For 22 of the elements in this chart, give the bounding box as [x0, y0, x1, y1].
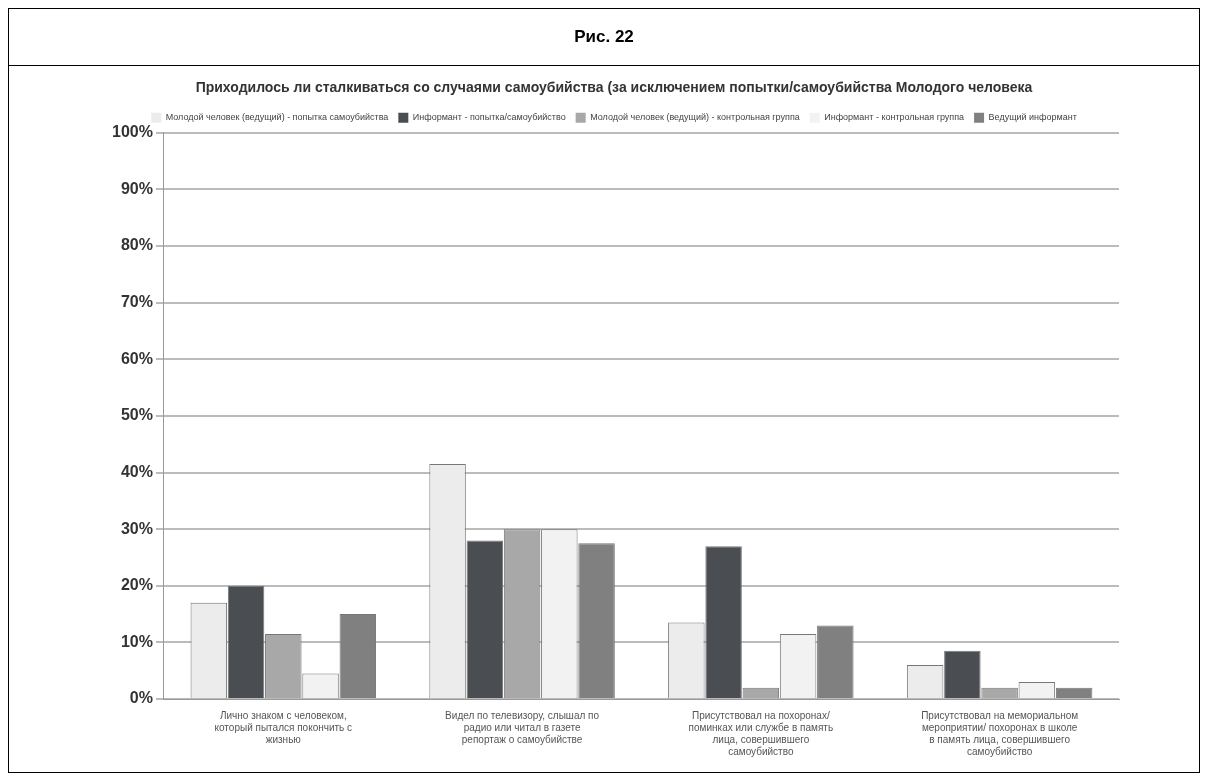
- legend-label: Информант - попытка/самоубийство: [412, 112, 566, 123]
- y-tick-label: 100%: [112, 123, 153, 141]
- legend-label: Ведущий информант: [988, 112, 1077, 123]
- y-tick-label: 20%: [120, 576, 153, 594]
- x-tick-label: Видел по телевизору, слышал по радио или читал в газете репортаж о самоубийстве: [445, 709, 600, 745]
- y-tick-label: 50%: [120, 406, 153, 424]
- y-tick-label: 10%: [120, 632, 153, 650]
- x-tick-label: Лично знаком с человеком, который пытался покончить с жизнью: [214, 709, 353, 745]
- y-tick-label: 90%: [120, 179, 153, 197]
- text: Рис. 22: [574, 27, 634, 47]
- y-tick-label: 0%: [129, 689, 153, 707]
- legend-label: Молодой человек (ведущий) - контрольная группа: [590, 112, 800, 123]
- chart-title: Приходилось ли сталкиваться со случаями самоубийства (за исключением попытки/самоубийства Молодого человека: [195, 79, 1033, 96]
- legend-label: Молодой человек (ведущий) - попытка самоубийства: [165, 112, 389, 123]
- legend-label: Информант - контрольная группа: [824, 112, 965, 123]
- y-tick-label: 30%: [120, 519, 153, 537]
- y-tick-label: 80%: [120, 236, 153, 254]
- x-tick-label: Присутствовал на мемориальном мероприятии/ похоронах в школе в память лица, совершившего самоубийство: [921, 709, 1079, 757]
- y-tick-label: 70%: [120, 293, 153, 311]
- y-tick-label: 60%: [120, 349, 153, 367]
- x-tick-label: Присутствовал на похоронах/ поминках или службе в память лица, совершившего самоубийство: [688, 709, 834, 757]
- y-tick-label: 40%: [120, 462, 153, 480]
